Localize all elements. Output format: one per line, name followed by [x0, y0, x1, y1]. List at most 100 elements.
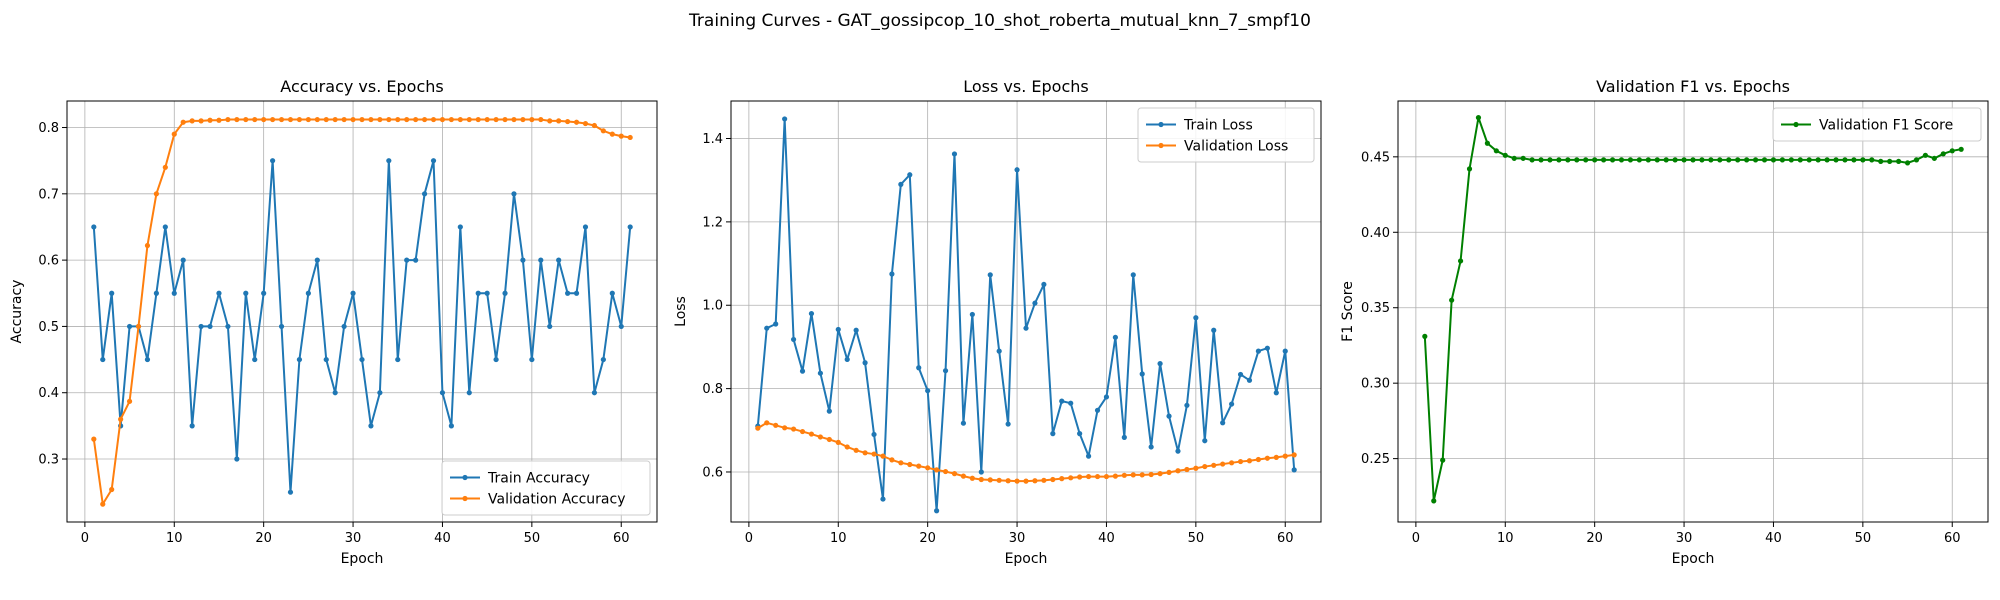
f1-point-validation-f1-score-50	[1860, 157, 1866, 163]
f1-point-validation-f1-score-61	[1958, 146, 1964, 152]
accuracy-point-train-accuracy-57	[591, 390, 598, 396]
accuracy-point-train-accuracy-41	[448, 423, 454, 429]
loss-point-train-loss-33	[1041, 281, 1047, 288]
loss-point-validation-loss-36	[1068, 475, 1074, 481]
f1-point-validation-f1-score-57	[1922, 152, 1929, 158]
accuracy-xtick-label-20: 20	[255, 531, 272, 546]
loss-point-train-loss-23	[951, 151, 958, 157]
loss-point-train-loss-37	[1077, 431, 1083, 437]
loss-xtick-label-20: 20	[919, 531, 936, 546]
f1-point-validation-f1-score-49	[1851, 157, 1857, 163]
loss-point-validation-loss-55	[1237, 458, 1244, 465]
accuracy-point-validation-accuracy-24	[296, 116, 303, 123]
accuracy-series-train-accuracy	[91, 158, 633, 495]
accuracy-point-train-accuracy-53	[556, 257, 562, 263]
loss-point-validation-loss-3	[773, 422, 779, 428]
accuracy-point-validation-accuracy-60	[618, 133, 624, 139]
loss-point-train-loss-39	[1094, 407, 1101, 413]
accuracy-point-train-accuracy-50	[529, 356, 535, 363]
loss-point-validation-loss-54	[1229, 460, 1235, 466]
loss-point-validation-loss-11	[844, 444, 850, 450]
f1-legend-label-validation-f1-score: Validation F1 Score	[1819, 118, 1953, 134]
accuracy-point-validation-accuracy-6	[135, 323, 142, 330]
loss-xtick-label-40: 40	[1098, 531, 1115, 546]
loss-legend-box	[1137, 107, 1315, 163]
loss-xtick-label-0: 0	[745, 531, 753, 546]
loss-point-train-loss-18	[907, 172, 913, 178]
loss-point-validation-loss-28	[996, 477, 1002, 483]
loss-point-validation-loss-30	[1014, 478, 1020, 484]
f1-point-validation-f1-score-29	[1672, 157, 1678, 163]
loss-legend-label-validation-loss: Validation Loss	[1184, 139, 1288, 155]
accuracy-point-train-accuracy-16	[225, 323, 231, 330]
accuracy-ytick-label-0-5: 0.5	[38, 320, 59, 335]
figure-suptitle: Training Curves - GAT_gossipcop_10_shot_…	[688, 11, 1311, 31]
f1-point-validation-f1-score-30	[1681, 157, 1687, 163]
f1-ytick-label-0-3: 0.30	[1361, 377, 1390, 392]
loss-ytick-label-0-8: 0.8	[702, 382, 723, 397]
loss-point-train-loss-52	[1211, 327, 1217, 333]
loss-point-train-loss-32	[1032, 300, 1038, 306]
accuracy-point-validation-accuracy-4	[118, 416, 124, 422]
loss-point-train-loss-40	[1103, 394, 1110, 400]
accuracy-point-validation-accuracy-47	[502, 116, 508, 123]
f1-xtick-label-40: 40	[1765, 531, 1782, 546]
accuracy-point-train-accuracy-14	[207, 323, 213, 330]
loss-point-train-loss-31	[1023, 325, 1029, 331]
accuracy-point-train-accuracy-17	[234, 456, 240, 462]
accuracy-point-validation-accuracy-13	[198, 118, 204, 124]
loss-ytick-label-1-4: 1.4	[702, 132, 723, 147]
loss-point-train-loss-16	[889, 271, 895, 277]
loss-point-train-loss-11	[844, 356, 850, 363]
loss-point-train-loss-58	[1264, 345, 1270, 351]
accuracy-legend-box	[441, 460, 651, 516]
f1-point-validation-f1-score-60	[1949, 148, 1955, 154]
loss-axes-frame	[730, 100, 1322, 523]
f1-point-validation-f1-score-13	[1529, 157, 1535, 163]
accuracy-xtick-label-50: 50	[524, 531, 541, 546]
loss-point-validation-loss-51	[1202, 463, 1208, 470]
loss-point-train-loss-48	[1175, 448, 1181, 454]
accuracy-point-validation-accuracy-14	[207, 117, 213, 123]
f1-point-validation-f1-score-27	[1654, 157, 1660, 163]
f1-point-validation-f1-score-10	[1502, 152, 1508, 158]
loss-legend-label-train-loss: Train Loss	[1183, 118, 1253, 134]
loss-point-validation-loss-10	[835, 439, 841, 445]
f1-point-validation-f1-score-58	[1931, 155, 1937, 161]
loss-point-train-loss-5	[790, 336, 797, 343]
f1-point-validation-f1-score-25	[1636, 157, 1642, 163]
loss-point-train-loss-30	[1014, 167, 1020, 173]
loss-point-validation-loss-57	[1255, 456, 1262, 463]
loss-point-train-loss-59	[1273, 390, 1279, 396]
f1-series-validation-f1-score	[1422, 115, 1964, 504]
accuracy-point-validation-accuracy-31	[359, 116, 365, 123]
f1-point-validation-f1-score-36	[1735, 157, 1741, 163]
loss-point-validation-loss-46	[1157, 471, 1163, 477]
accuracy-point-validation-accuracy-5	[126, 398, 133, 404]
accuracy-x-axis-label: Epoch	[341, 551, 384, 567]
accuracy-xtick-label-40: 40	[434, 531, 451, 546]
f1-plot-area	[1398, 101, 1988, 522]
f1-xtick-label-20: 20	[1586, 531, 1603, 546]
accuracy-point-train-accuracy-28	[332, 390, 338, 396]
f1-point-validation-f1-score-5	[1457, 258, 1464, 264]
loss-ytick-label-0-6: 0.6	[702, 465, 723, 480]
accuracy-point-validation-accuracy-23	[287, 116, 294, 123]
accuracy-point-train-accuracy-27	[323, 356, 329, 363]
accuracy-point-train-accuracy-22	[278, 323, 285, 330]
accuracy-point-validation-accuracy-25	[305, 116, 311, 123]
accuracy-point-validation-accuracy-28	[332, 116, 338, 123]
f1-point-validation-f1-score-24	[1627, 157, 1634, 163]
f1-ytick-label-0-4: 0.40	[1361, 226, 1390, 241]
f1-point-validation-f1-score-47	[1833, 157, 1839, 163]
accuracy-point-train-accuracy-31	[359, 356, 365, 363]
loss-point-train-loss-56	[1246, 377, 1253, 383]
f1-point-validation-f1-score-1	[1422, 333, 1428, 339]
loss-point-validation-loss-60	[1282, 453, 1288, 459]
f1-xtick-label-50: 50	[1855, 531, 1872, 546]
accuracy-ytick-label-0-8: 0.8	[38, 121, 59, 136]
loss-point-validation-loss-59	[1273, 454, 1279, 460]
f1-xtick-label-30: 30	[1676, 531, 1693, 546]
f1-point-validation-f1-score-8	[1484, 140, 1490, 146]
loss-point-validation-loss-23	[951, 471, 958, 477]
